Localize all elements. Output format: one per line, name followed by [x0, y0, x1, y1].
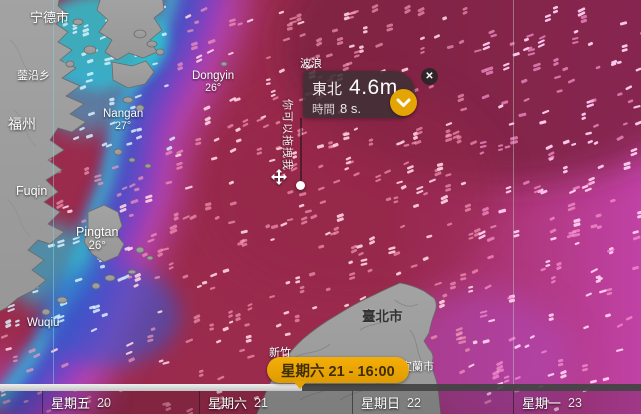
current-time-badge[interactable]: 星期六 21 - 16:00 — [267, 357, 409, 389]
picker-marker-dot[interactable] — [296, 181, 305, 190]
timeline-day[interactable]: 星期六 21 — [199, 391, 352, 414]
close-popup-button[interactable]: ✕ — [421, 68, 438, 85]
city-label: Pingtan 26° — [76, 225, 119, 252]
picker-drag-hint: 你可以拖拽我 — [281, 99, 293, 171]
wave-direction: 東北 — [312, 81, 343, 98]
city-label: Fuqin — [16, 184, 48, 198]
timeline-progress — [0, 384, 302, 391]
timeline-remaining — [302, 384, 641, 391]
mainland-coast — [0, 0, 87, 312]
timeline-days: 星期五 20 星期六 21 星期日 22 星期一 23 — [0, 391, 641, 414]
timeline-track[interactable] — [0, 384, 641, 391]
expand-details-button[interactable] — [390, 89, 417, 116]
city-label: 福州 — [8, 116, 36, 132]
pingtan-island — [83, 204, 125, 263]
city-label: 新竹 — [269, 347, 291, 359]
layer-label: 波浪 — [300, 58, 322, 70]
city-label: 宜蘭市 — [401, 361, 434, 373]
close-icon: ✕ — [425, 71, 434, 82]
wave-height-value: 4.6m — [349, 76, 398, 99]
island-cluster — [111, 60, 155, 89]
timeline-day[interactable]: 星期一 23 — [513, 391, 641, 414]
wave-period-value: 8 s. — [340, 101, 361, 116]
picker-leader-line — [300, 118, 302, 184]
city-label: Dongyin 26° — [192, 70, 235, 94]
city-label: Wuqiu — [27, 317, 60, 329]
wave-period-label: 時間 — [312, 104, 335, 116]
ningde-peninsula — [96, 0, 165, 61]
chevron-down-icon — [396, 98, 411, 107]
timeline-day[interactable]: 星期五 20 — [42, 391, 199, 414]
city-label: 蓥沿乡 — [17, 70, 50, 82]
city-label: Nangan 27° — [103, 108, 144, 132]
timeline: 星期五 20 星期六 21 星期日 22 星期一 23 — [0, 384, 641, 414]
move-icon[interactable] — [270, 169, 288, 191]
timeline-day[interactable]: 星期日 22 — [352, 391, 513, 414]
city-label: 臺北市 — [362, 309, 403, 324]
city-label: 宁德市 — [30, 10, 70, 25]
